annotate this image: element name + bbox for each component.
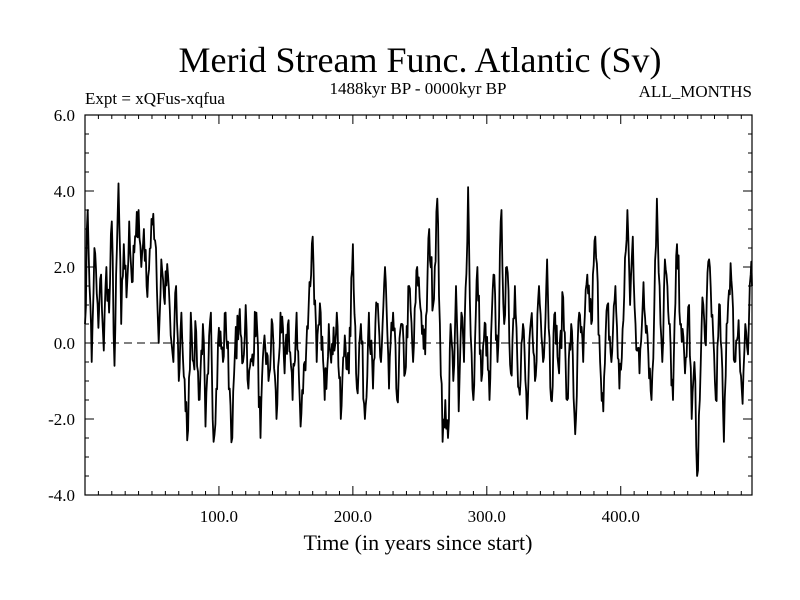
y-tick-label: 4.0 [54,182,75,201]
x-tick-label: 400.0 [602,507,640,526]
chart-subtitle-left: Expt = xQFus-xqfua [85,89,225,108]
chart-subtitle-right: ALL_MONTHS [639,82,752,101]
y-tick-label: 6.0 [54,106,75,125]
x-tick-label: 200.0 [334,507,372,526]
chart-subtitle-center: 1488kyr BP - 0000kyr BP [330,79,507,98]
chart-title: Merid Stream Func. Atlantic (Sv) [179,40,662,80]
series-line [84,182,753,477]
x-axis-label: Time (in years since start) [304,530,533,555]
y-tick-label: -4.0 [48,486,75,505]
plot-frame [84,114,753,496]
x-tick-label: 300.0 [468,507,506,526]
x-tick-label: 100.0 [200,507,238,526]
y-tick-label: -2.0 [48,410,75,429]
y-tick-label: 2.0 [54,258,75,277]
y-tick-label: 0.0 [54,334,75,353]
